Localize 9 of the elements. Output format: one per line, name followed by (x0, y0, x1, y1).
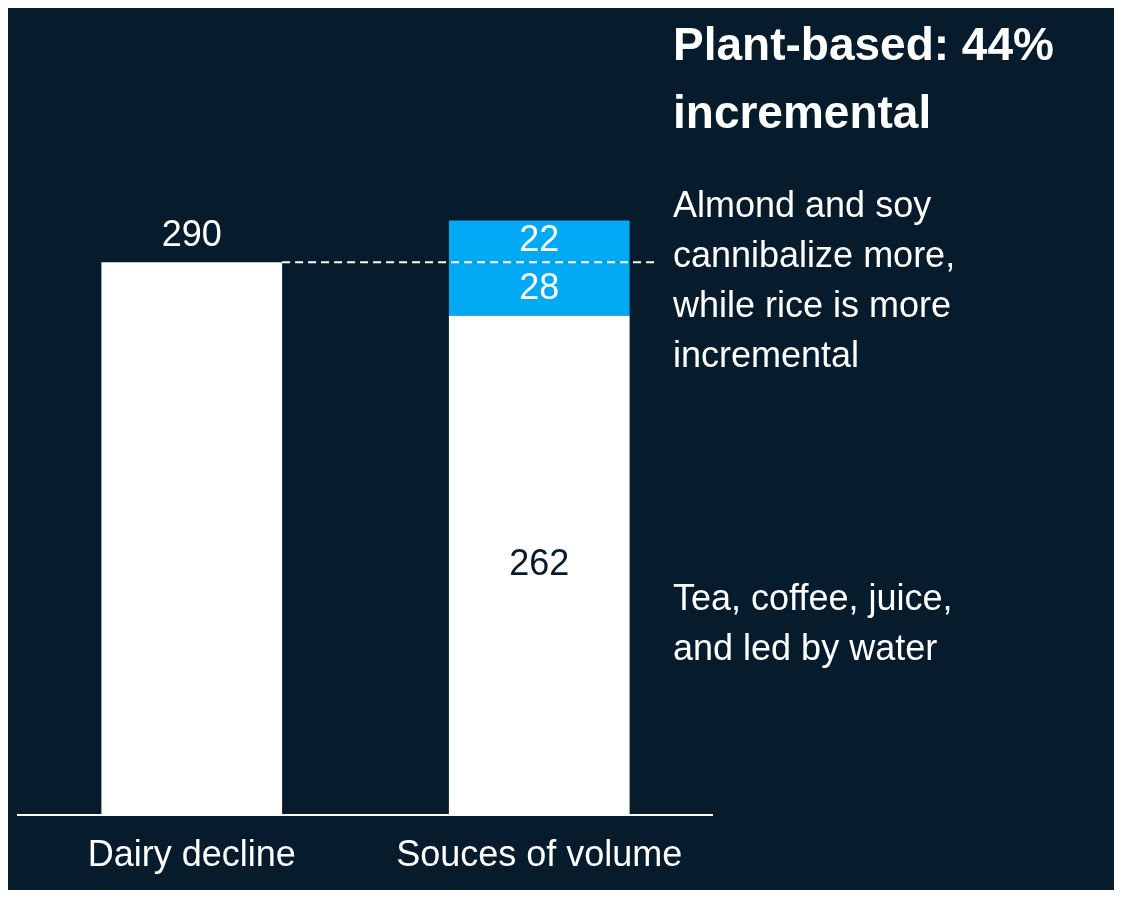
data-label: 262 (509, 542, 570, 584)
data-label: 28 (519, 265, 560, 307)
data-label: 22 (519, 218, 560, 260)
annotation: Almond and soy cannibalize more, while rice is more incremental (673, 183, 957, 377)
data-label: 290 (161, 213, 222, 255)
text: Plant-based: 44% incremental (673, 17, 1055, 140)
x-tick-label: Dairy decline (87, 833, 296, 875)
annotation: Tea, coffee, juice, and led by water (673, 576, 954, 670)
x-tick-label: Souces of volume (396, 833, 683, 875)
